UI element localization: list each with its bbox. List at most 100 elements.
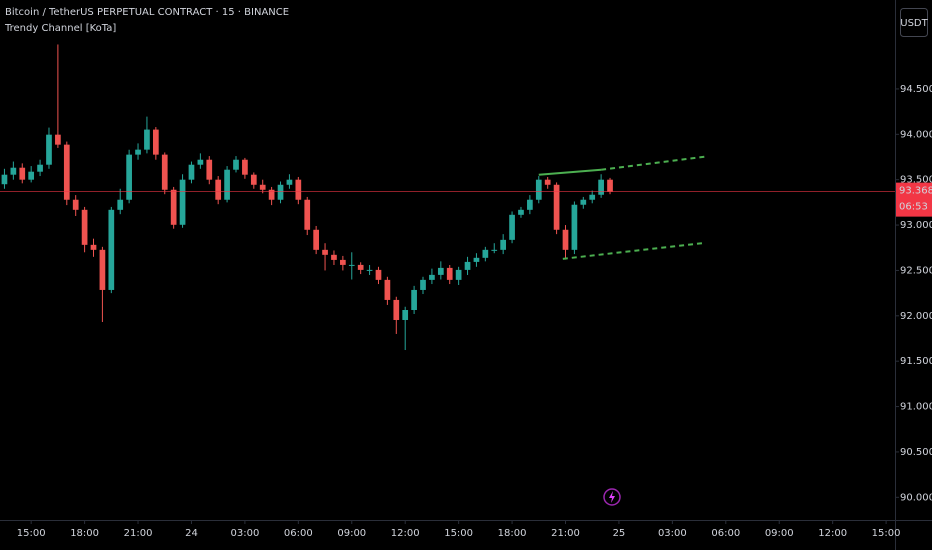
- candle-body: [535, 179, 542, 200]
- countdown-label: 06:53: [899, 202, 928, 213]
- icon-ring: [603, 488, 621, 506]
- indicator-name: Trendy Channel [KoTa]: [4, 23, 116, 34]
- candle-body: [224, 169, 230, 200]
- x-tick-label: 15:00: [17, 528, 46, 539]
- candle-body: [455, 269, 462, 280]
- x-tick-label: 21:00: [124, 528, 153, 539]
- x-tick-label: 09:00: [337, 528, 366, 539]
- candle-body: [37, 164, 43, 172]
- candle-body: [482, 249, 489, 258]
- x-tick-label: 06:00: [284, 528, 313, 539]
- y-tick-label: 92.000,0: [900, 311, 932, 322]
- candle-body: [215, 179, 222, 200]
- candle-body: [81, 209, 88, 245]
- channel-line: [538, 168, 602, 176]
- x-tick-label: 06:00: [711, 528, 740, 539]
- candle-body: [446, 267, 453, 280]
- candle-body: [179, 179, 186, 225]
- y-tick-label: 94.500,0: [900, 84, 932, 95]
- candle-body: [598, 179, 604, 195]
- candle-body: [10, 167, 17, 175]
- candle-body: [313, 229, 319, 250]
- plot-area: 90.000,0 90.500,0 91.000,0 91.500,0 92.000,0…: [0, 44, 932, 539]
- candle-body: [63, 144, 70, 200]
- candle-body: [259, 184, 266, 190]
- x-tick-label: 03:00: [658, 528, 687, 539]
- x-tick-label: 15:00: [872, 528, 901, 539]
- x-tick-label: 12:00: [391, 528, 420, 539]
- candle-body: [304, 199, 311, 230]
- candle-body: [242, 159, 248, 175]
- y-tick-label: 90.000,0: [900, 492, 932, 503]
- x-tick-label: 24: [185, 528, 198, 539]
- last-price-box: [896, 182, 932, 217]
- x-tick-label: 18:00: [498, 528, 527, 539]
- candle-body: [544, 179, 551, 185]
- candle-body: [28, 171, 35, 180]
- candle-body: [126, 154, 132, 200]
- candle-body: [420, 279, 426, 290]
- candle-body: [72, 199, 79, 210]
- candle-body: [562, 229, 569, 250]
- x-tick-label: 21:00: [551, 528, 580, 539]
- candle-body: [161, 154, 168, 190]
- candle-body: [589, 194, 596, 200]
- candle-body: [206, 159, 213, 180]
- x-tick-label: 09:00: [765, 528, 794, 539]
- chart-title: Bitcoin / TetherUS PERPETUAL CONTRACT · …: [5, 7, 289, 18]
- candle-body: [518, 209, 524, 215]
- candle-body: [108, 209, 115, 290]
- x-tick-label: 03:00: [230, 528, 259, 539]
- candle-body: [1, 174, 8, 185]
- candle-body: [473, 257, 480, 262]
- candle-body: [429, 274, 435, 280]
- candle-body: [464, 261, 471, 270]
- candle-body: [331, 254, 337, 260]
- x-tick-label: 18:00: [70, 528, 99, 539]
- candle-body: [491, 249, 498, 251]
- y-tick-label: 93.500,0: [900, 175, 932, 186]
- currency-button[interactable]: [900, 8, 928, 37]
- candle-body: [500, 239, 507, 250]
- candle-body: [366, 269, 373, 271]
- candle-body: [135, 149, 141, 155]
- candle-body: [268, 189, 275, 200]
- candle-body: [580, 199, 587, 205]
- currency-label: USDT: [900, 18, 928, 29]
- candle-body: [509, 214, 515, 240]
- candle-body: [571, 204, 578, 250]
- y-tick-label: 93.000,0: [900, 220, 932, 231]
- lightning-icon[interactable]: [603, 488, 621, 506]
- channel-line: [562, 241, 706, 260]
- candle-body: [340, 259, 346, 265]
- candle-body: [99, 249, 106, 290]
- candle-body: [250, 174, 257, 185]
- icon-bolt: [609, 491, 615, 503]
- candle-body: [607, 179, 613, 192]
- x-tick-label: 25: [613, 528, 626, 539]
- candle-body: [527, 199, 533, 210]
- candle-body: [55, 134, 61, 145]
- candle-body: [90, 244, 97, 250]
- y-tick-label: 94.000,0: [900, 129, 932, 140]
- y-tick-label: 91.000,0: [900, 402, 932, 413]
- candle-body: [286, 179, 293, 185]
- candle-body: [437, 267, 444, 275]
- candle-body: [384, 279, 391, 300]
- y-tick-label: 91.500,0: [900, 356, 932, 367]
- last-price-label: 93.368,4: [899, 186, 932, 197]
- candle-body: [152, 129, 159, 155]
- x-tick-label: 12:00: [818, 528, 847, 539]
- candle-body: [402, 310, 409, 320]
- candle-body: [553, 184, 560, 230]
- candle-body: [19, 167, 26, 180]
- candle-body: [188, 164, 195, 180]
- candle-body: [375, 269, 382, 280]
- candle-body: [117, 199, 124, 210]
- candle-body: [170, 189, 177, 225]
- candle-body: [233, 159, 239, 170]
- candle-body: [411, 289, 417, 311]
